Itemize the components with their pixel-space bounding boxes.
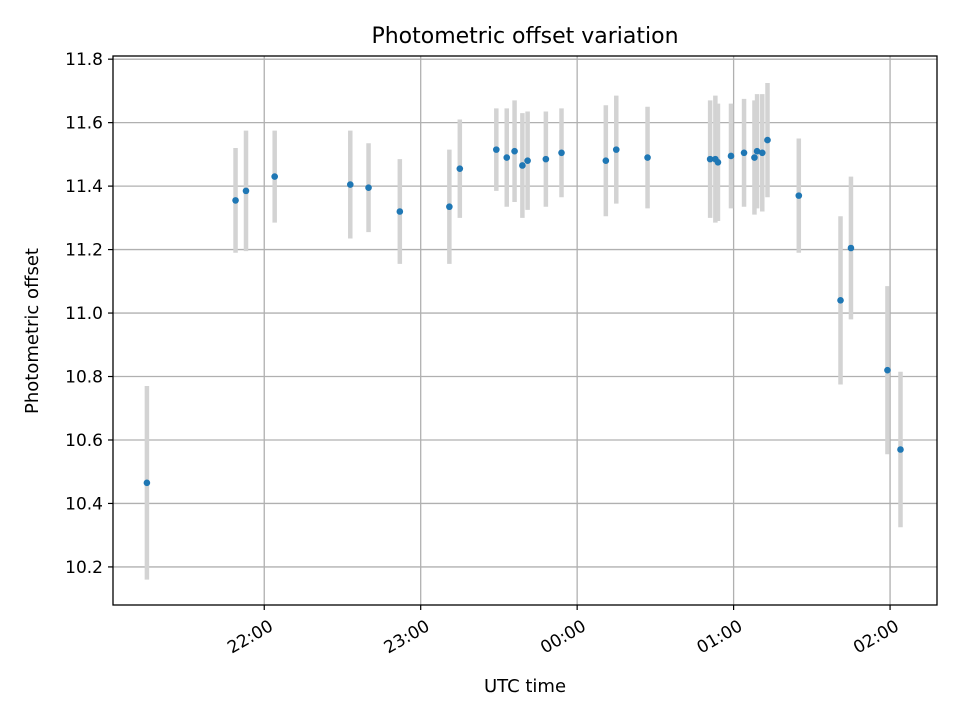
data-point [837, 297, 844, 304]
data-point [346, 181, 354, 188]
data-point [143, 479, 151, 487]
data-point [758, 149, 766, 157]
y-tick-label: 11.8 [65, 50, 103, 70]
y-tick-label: 10.2 [65, 558, 103, 578]
plot-frame [112, 55, 938, 606]
y-tick-label: 10.6 [65, 431, 103, 451]
data-point [847, 244, 855, 252]
y-tick-label: 10.8 [65, 368, 103, 388]
x-axis-label: UTC time [484, 676, 566, 697]
data-point [714, 159, 722, 166]
data-point [503, 154, 511, 161]
data-point [795, 192, 803, 199]
data-point [396, 208, 404, 215]
data-point [446, 203, 453, 211]
data-point [751, 154, 758, 161]
y-tick-label: 11.4 [65, 177, 103, 197]
data-point [456, 165, 464, 172]
data-point [519, 162, 526, 169]
data-point [897, 446, 904, 453]
data-point [365, 184, 372, 191]
data-point [232, 197, 239, 204]
y-tick-label: 10.4 [65, 494, 103, 514]
y-tick-label: 11.2 [65, 241, 103, 261]
y-axis-label: Photometric offset [22, 248, 43, 414]
data-point [524, 157, 531, 165]
data-point [511, 147, 518, 155]
data-point [242, 187, 250, 195]
data-point [884, 366, 891, 374]
data-point [493, 146, 500, 153]
data-point [644, 154, 651, 161]
data-point [727, 152, 735, 160]
data-point [558, 149, 565, 157]
chart-title: Photometric offset variation [371, 24, 678, 49]
data-point [542, 155, 550, 163]
data-point [612, 146, 620, 153]
data-point [753, 147, 761, 155]
data-point [740, 149, 748, 157]
y-tick-label: 11.6 [65, 114, 103, 134]
data-point [602, 157, 610, 165]
data-point [764, 136, 771, 144]
data-points [143, 136, 904, 487]
data-point [706, 155, 714, 163]
data-point [271, 173, 278, 180]
y-axis-ticks: 10.2 10.4 10.6 10.8 11.0 11.2 11.4 11.6 11.8 [65, 50, 113, 578]
y-tick-label: 11.0 [65, 304, 103, 324]
grid-lines [113, 56, 937, 605]
